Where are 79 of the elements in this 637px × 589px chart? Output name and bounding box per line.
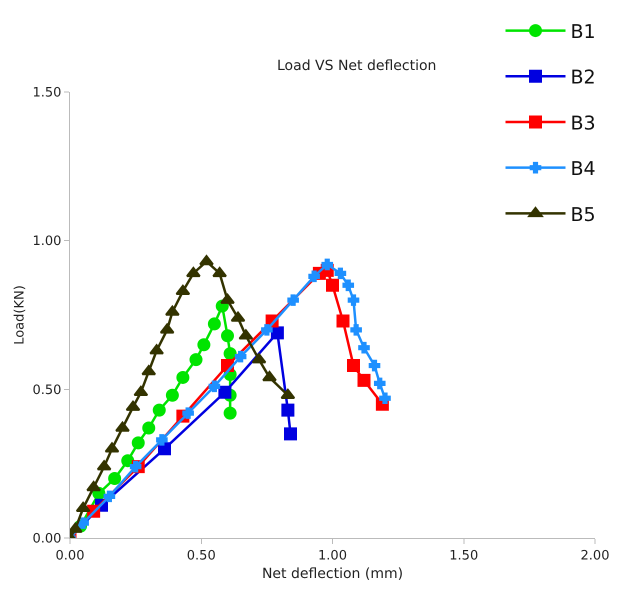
point [208, 380, 220, 392]
point [238, 329, 254, 340]
point [197, 338, 210, 352]
point [284, 427, 297, 440]
point [261, 324, 273, 336]
point [348, 294, 360, 306]
chart-title: Load VS Net deflection [277, 58, 436, 74]
point [230, 311, 246, 322]
point [77, 517, 89, 529]
point [96, 460, 112, 470]
point [166, 388, 179, 402]
y-tick-label: 1.50 [32, 86, 62, 101]
point [186, 266, 201, 278]
point [221, 329, 234, 342]
x-tick-label: 1.50 [449, 548, 478, 564]
point [281, 404, 294, 417]
point [358, 374, 370, 387]
x-axis-title: Net deflection (mm) [262, 566, 404, 582]
point [86, 480, 101, 492]
point [104, 490, 116, 502]
point [368, 360, 380, 372]
point [190, 353, 202, 366]
point [308, 270, 320, 282]
point [199, 254, 214, 266]
point [220, 294, 235, 304]
point [176, 284, 190, 295]
point [76, 502, 90, 512]
point [350, 324, 362, 336]
point [142, 421, 156, 434]
point [321, 258, 334, 270]
point [218, 386, 232, 399]
x-tick-label: 2.00 [580, 548, 610, 564]
point [342, 279, 354, 292]
point [165, 306, 180, 316]
point [182, 407, 194, 419]
point [130, 460, 142, 472]
point [379, 392, 391, 404]
point [374, 378, 386, 390]
point [134, 386, 148, 396]
point [149, 344, 164, 354]
point [224, 347, 237, 360]
point [280, 388, 296, 400]
point [270, 326, 284, 340]
point [326, 278, 339, 292]
point [108, 472, 122, 486]
point [104, 442, 120, 453]
point [141, 364, 156, 376]
point [212, 266, 227, 278]
y-tick-label: 1.00 [32, 234, 62, 250]
x-tick-label: 1.00 [318, 548, 347, 564]
x-tick-label: 0.50 [186, 548, 216, 564]
legend-label: B2 [570, 66, 596, 89]
y-axis-title: Load(KN) [12, 285, 28, 345]
point [176, 370, 190, 384]
point [234, 350, 246, 362]
point [347, 359, 360, 372]
legend-label: B5 [570, 204, 596, 226]
y-tick-label: 0.00 [32, 532, 62, 547]
legend-label: B3 [570, 112, 596, 134]
point [158, 442, 171, 456]
point [121, 454, 134, 468]
x-tick-label: 0.00 [56, 548, 84, 564]
point [358, 342, 370, 354]
point [115, 421, 130, 432]
legend-label: B4 [570, 158, 596, 180]
legend-label: B1 [570, 20, 596, 43]
y-tick-label: 0.50 [32, 382, 62, 398]
point [262, 370, 277, 382]
point [126, 400, 140, 411]
point [224, 406, 237, 420]
point [287, 294, 299, 306]
point [156, 434, 168, 446]
point [336, 314, 350, 328]
point [132, 436, 145, 450]
point [208, 317, 221, 330]
point [160, 323, 174, 334]
point [152, 404, 166, 417]
point [252, 353, 266, 364]
point [334, 268, 346, 280]
